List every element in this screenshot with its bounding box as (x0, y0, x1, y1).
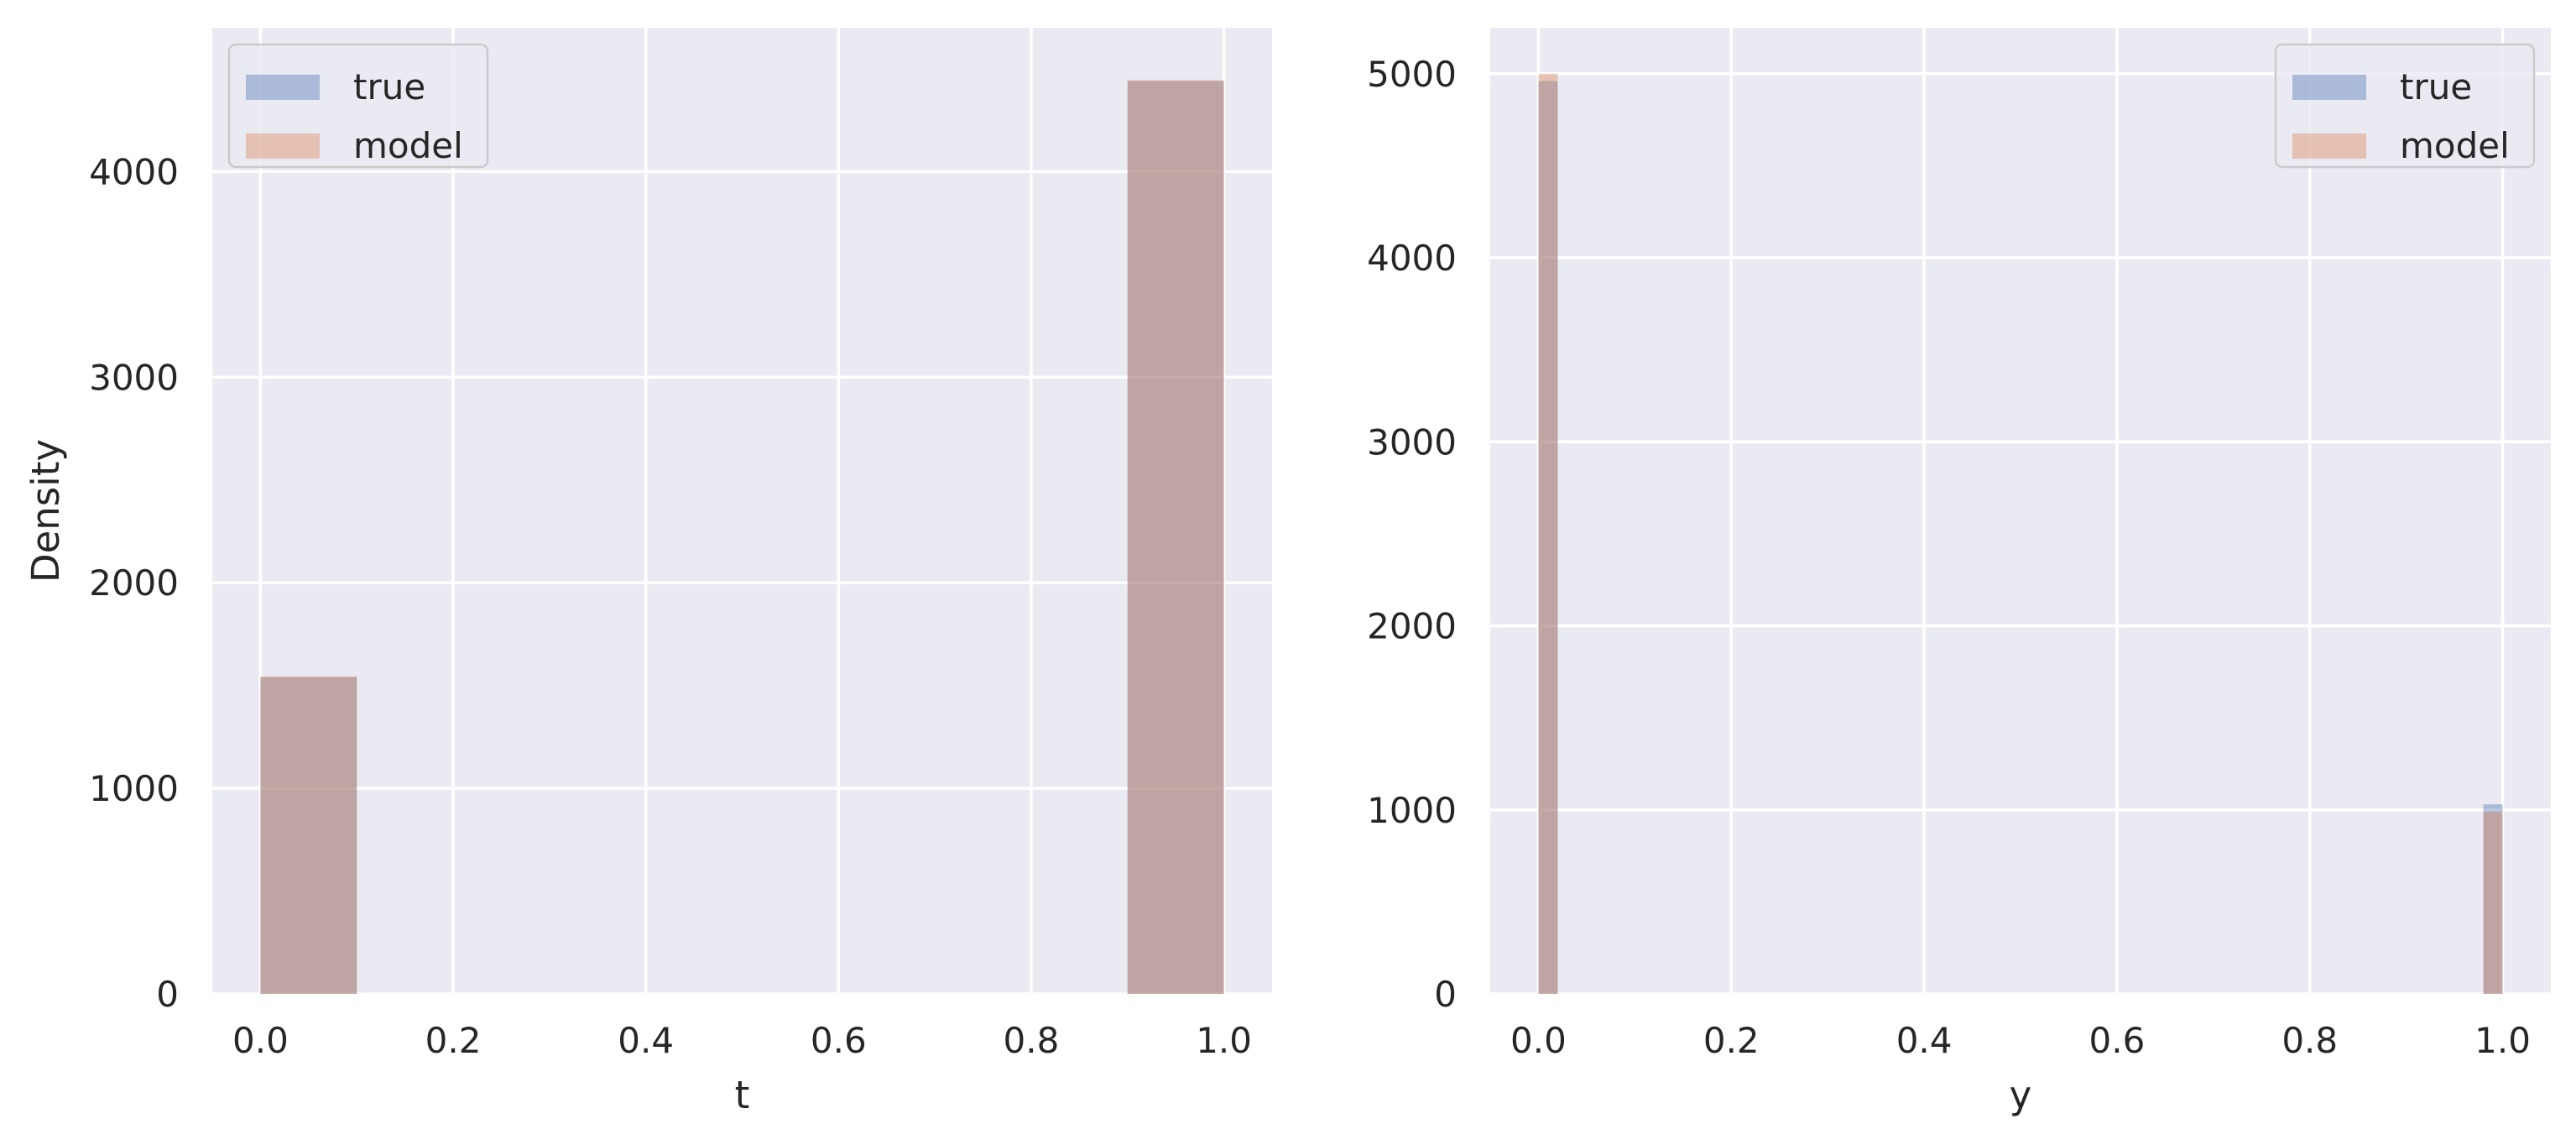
y-tick-label: 1000 (89, 768, 179, 809)
x-tick-label: 0.0 (232, 1020, 289, 1061)
y-tick-label: 5000 (1367, 54, 1457, 95)
x-tick-label: 0.6 (2089, 1020, 2146, 1061)
bar-true-1 (260, 677, 357, 994)
y-tick-label: 4000 (89, 151, 179, 192)
bar-true-1 (1538, 81, 1558, 994)
y-tick-label: 2000 (1367, 606, 1457, 647)
legend-label-model: model (353, 125, 463, 166)
bar-true-2 (1127, 81, 1224, 994)
x-tick-label: 0.4 (618, 1020, 674, 1061)
y-tick-label: 4000 (1367, 238, 1457, 279)
bar-model-1 (260, 676, 357, 994)
bar-model-1 (1538, 73, 1558, 994)
x-tick-label: 1.0 (1196, 1020, 1252, 1061)
chart-panel-2: 0.0 0.2 0.4 0.6 0.8 1.0 0 1000 2000 3000 4000 5000 y… (1367, 28, 2551, 1117)
plot-area (1490, 28, 2551, 994)
bar-model-2 (2483, 811, 2503, 994)
x-tick-label: 0.2 (425, 1020, 482, 1061)
x-tick-label: 0.8 (2281, 1020, 2338, 1061)
legend-swatch-true (2292, 75, 2366, 100)
x-tick-label: 0.6 (811, 1020, 867, 1061)
y-axis-label: Density (23, 439, 68, 583)
x-axis-label: y (2010, 1073, 2032, 1117)
y-tick-label: 0 (156, 974, 179, 1015)
legend-swatch-model (2292, 133, 2366, 159)
bar-model-2 (1127, 80, 1224, 994)
legend-label-model: model (2400, 125, 2510, 166)
y-tick-label: 3000 (1367, 421, 1457, 463)
x-tick-label: 0.8 (1004, 1020, 1060, 1061)
legend: true model (2274, 43, 2536, 169)
legend-swatch-model (246, 133, 320, 159)
y-tick-label: 0 (1434, 974, 1457, 1015)
x-tick-label: 0.2 (1703, 1020, 1760, 1061)
y-tick-label: 1000 (1367, 790, 1457, 831)
legend-frame (227, 43, 489, 169)
x-tick-label: 0.0 (1510, 1020, 1567, 1061)
y-tick-label: 3000 (89, 357, 179, 398)
legend-frame (2274, 43, 2536, 169)
legend-label-true: true (353, 66, 425, 107)
chart-panel-1: 0.0 0.2 0.4 0.6 0.8 1.0 0 1000 2000 3000 4000 t Dens… (23, 28, 1272, 1117)
x-tick-label: 1.0 (2474, 1020, 2531, 1061)
y-tick-label: 2000 (89, 562, 179, 604)
x-axis-label: t (735, 1073, 750, 1117)
plot-area (212, 28, 1272, 994)
legend-swatch-true (246, 75, 320, 100)
x-tick-label: 0.4 (1896, 1020, 1953, 1061)
legend: true model (227, 43, 489, 169)
legend-label-true: true (2400, 66, 2472, 107)
bar-true-2 (2483, 804, 2503, 994)
